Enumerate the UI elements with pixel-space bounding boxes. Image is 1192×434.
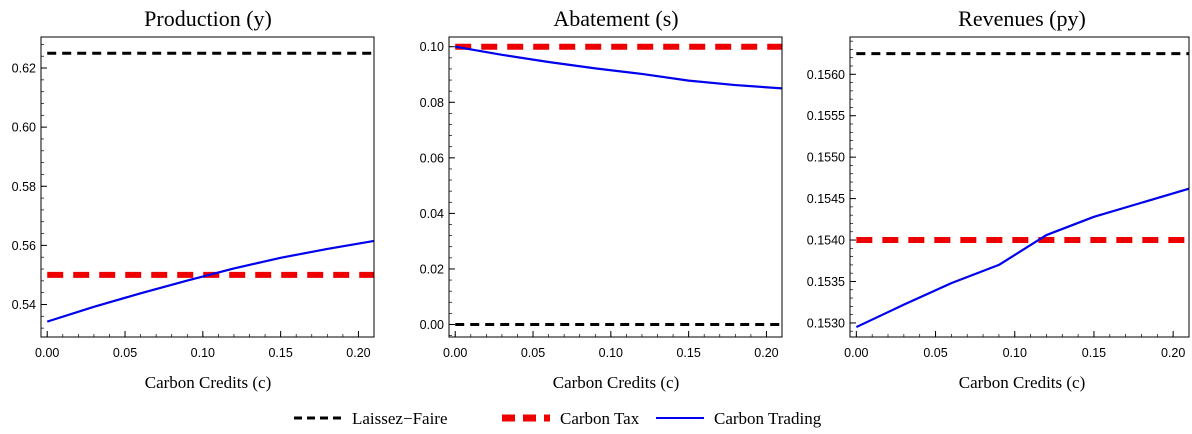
y-tick-label: 0.58 xyxy=(12,180,36,194)
series-carbon-trading xyxy=(855,187,1190,329)
x-tick-label: 0.05 xyxy=(113,346,137,360)
y-tick-label: 0.1540 xyxy=(807,234,845,248)
x-tick-label: 0.00 xyxy=(844,346,868,360)
series-carbon-trading xyxy=(46,239,375,323)
y-tick-label: 0.00 xyxy=(420,318,444,332)
plot-frame xyxy=(448,36,783,338)
x-axis-label: Carbon Credits (c) xyxy=(959,373,1086,392)
panel-abatement: Abatement (s) 0.00 0.02 0.04 0.06 0.08 0.10 0.… xyxy=(420,6,783,392)
y-tick-label: 0.04 xyxy=(420,207,444,221)
y-tick-label: 0.06 xyxy=(420,151,444,165)
plot-frame xyxy=(849,36,1190,338)
y-tick-label: 0.1530 xyxy=(807,316,845,330)
y-tick-label: 0.1535 xyxy=(807,275,845,289)
x-tick-label: 0.05 xyxy=(923,346,947,360)
x-axis-label: Carbon Credits (c) xyxy=(145,373,272,392)
series-carbon-trading xyxy=(455,45,783,90)
y-tick-label: 0.56 xyxy=(12,239,36,253)
y-tick-label: 0.1555 xyxy=(807,109,845,123)
y-tick-label: 0.02 xyxy=(420,262,444,276)
panel-revenues: Revenues (py) 0.1530 0.1535 0.1540 0.1545 0.… xyxy=(807,6,1190,392)
x-tick-label: 0.20 xyxy=(1161,346,1185,360)
legend-label: Carbon Trading xyxy=(714,409,822,428)
x-tick-label: 0.00 xyxy=(443,346,467,360)
x-tick-label: 0.15 xyxy=(268,346,292,360)
y-tick-label: 0.1550 xyxy=(807,151,845,165)
panel-title: Production (y) xyxy=(144,6,272,31)
x-tick-label: 0.00 xyxy=(35,346,59,360)
y-tick-label: 0.62 xyxy=(12,62,36,76)
legend-item-carbon-tax: Carbon Tax xyxy=(502,409,640,428)
x-tick-label: 0.05 xyxy=(521,346,545,360)
legend-item-laissez-faire: Laissez−Faire xyxy=(294,409,448,428)
plot-frame xyxy=(40,36,375,338)
legend: Laissez−Faire Carbon Tax Carbon Trading xyxy=(294,409,822,428)
x-tick-label: 0.10 xyxy=(1003,346,1027,360)
legend-label: Laissez−Faire xyxy=(352,409,448,428)
x-tick-label: 0.10 xyxy=(191,346,215,360)
x-axis-label: Carbon Credits (c) xyxy=(553,373,680,392)
legend-item-carbon-trading: Carbon Trading xyxy=(656,409,822,428)
y-tick-label: 0.10 xyxy=(420,40,444,54)
y-tick-label: 0.60 xyxy=(12,121,36,135)
y-tick-label: 0.1545 xyxy=(807,192,845,206)
y-tick-label: 0.08 xyxy=(420,96,444,110)
panel-title: Revenues (py) xyxy=(958,6,1086,31)
x-tick-label: 0.15 xyxy=(676,346,700,360)
legend-label: Carbon Tax xyxy=(560,409,640,428)
x-tick-label: 0.10 xyxy=(599,346,623,360)
panel-production: Production (y) 0.54 0.56 0.58 0.60 0.62 0.00 0… xyxy=(12,6,375,392)
y-tick-label: 0.54 xyxy=(12,298,36,312)
x-tick-label: 0.20 xyxy=(346,346,370,360)
x-tick-label: 0.20 xyxy=(754,346,778,360)
y-tick-label: 0.1560 xyxy=(807,68,845,82)
x-tick-label: 0.15 xyxy=(1082,346,1106,360)
panel-title: Abatement (s) xyxy=(553,6,678,31)
